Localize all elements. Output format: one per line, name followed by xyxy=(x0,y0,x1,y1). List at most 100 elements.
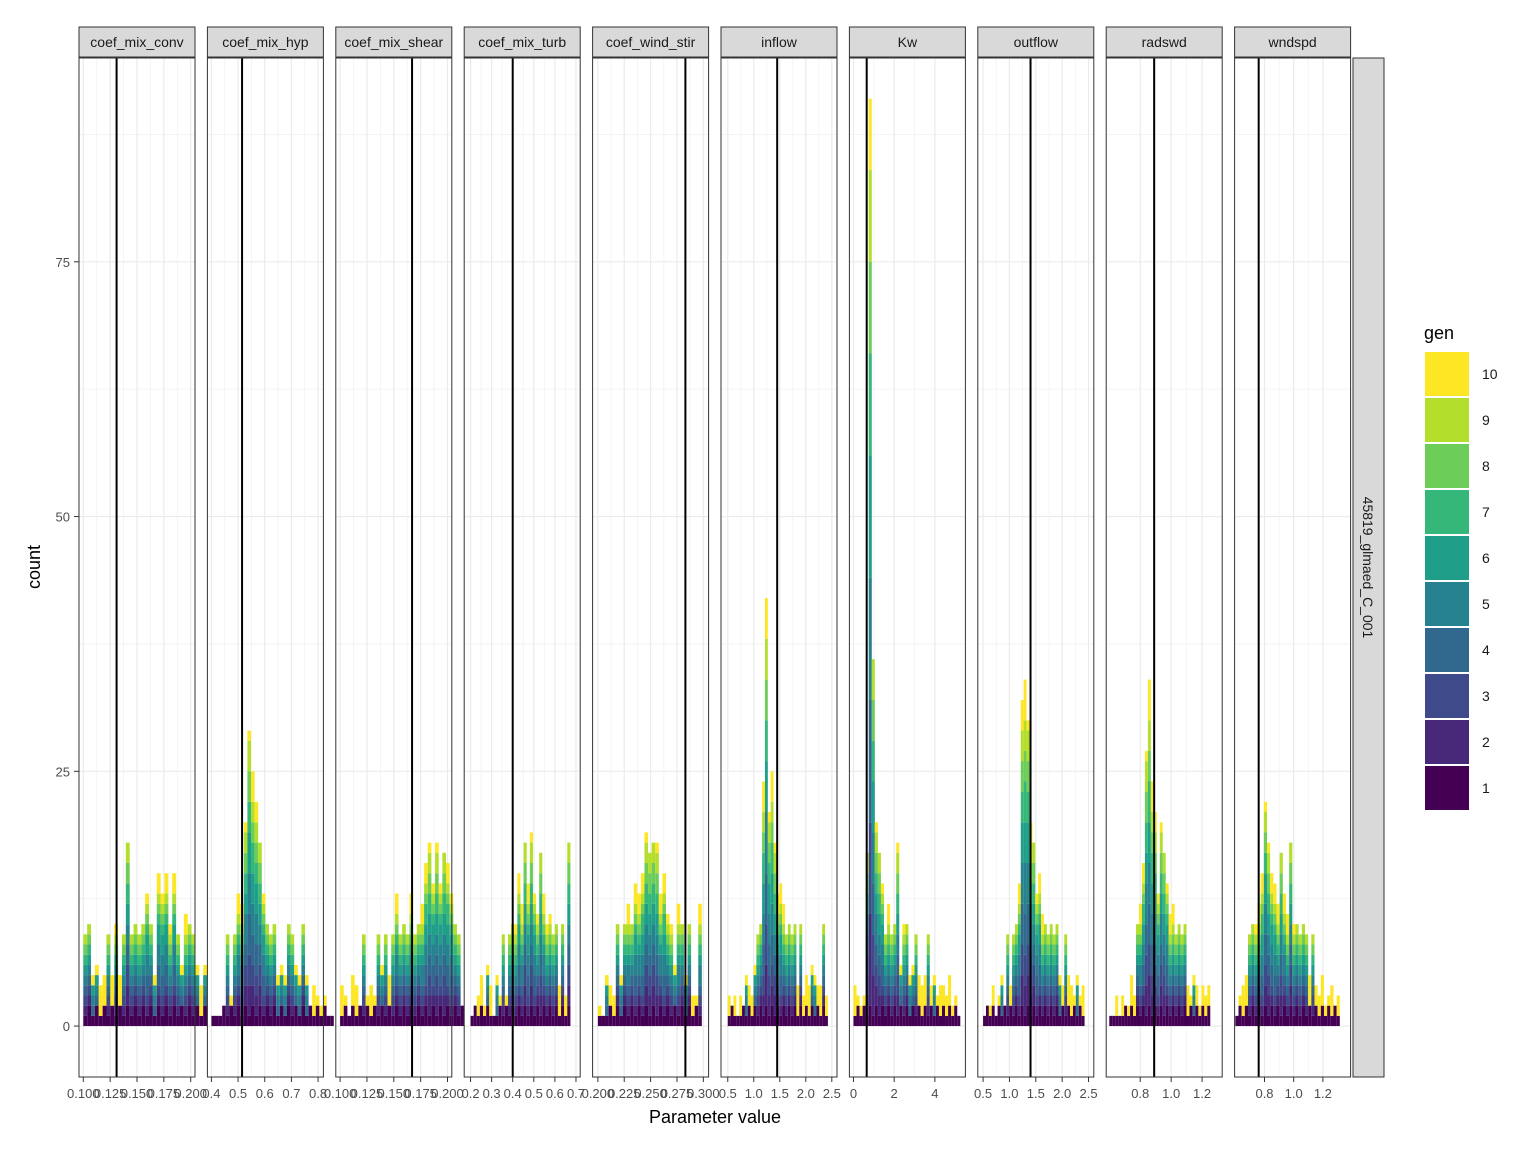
histogram-bar-gen-9 xyxy=(87,924,92,935)
histogram-bar-gen-2 xyxy=(446,995,450,1006)
histogram-bar-gen-6 xyxy=(523,903,527,925)
histogram-bar-gen-5 xyxy=(1020,863,1024,904)
histogram-bar-gen-3 xyxy=(676,995,681,1006)
histogram-bar-gen-10 xyxy=(932,975,936,986)
histogram-bar-gen-9 xyxy=(651,842,656,864)
histogram-bar-gen-3 xyxy=(187,985,192,996)
histogram-bar-gen-5 xyxy=(435,934,439,955)
histogram-bar-gen-3 xyxy=(868,822,872,914)
histogram-bar-gen-3 xyxy=(446,985,450,996)
histogram-bar-gen-1 xyxy=(405,1015,410,1027)
histogram-bar-gen-6 xyxy=(243,893,248,914)
histogram-bar-gen-2 xyxy=(1026,975,1030,1006)
histogram-bar-gen-2 xyxy=(1064,1005,1068,1016)
histogram-bar-gen-8 xyxy=(665,934,670,945)
histogram-bar-gen-3 xyxy=(539,975,543,996)
histogram-bar-gen-4 xyxy=(644,944,649,965)
histogram-bar-gen-2 xyxy=(551,1005,555,1016)
histogram-bar-gen-1 xyxy=(1061,1005,1065,1027)
histogram-bar-gen-7 xyxy=(773,893,777,914)
histogram-bar-gen-10 xyxy=(1292,924,1296,935)
histogram-bar-gen-7 xyxy=(1141,903,1145,925)
histogram-bar-gen-3 xyxy=(1168,995,1172,1006)
histogram-bar-gen-1 xyxy=(495,1015,499,1027)
histogram-bar-gen-6 xyxy=(633,934,638,955)
histogram-bar-gen-8 xyxy=(247,771,251,802)
histogram-bar-gen-8 xyxy=(1295,934,1299,945)
histogram-bar-gen-8 xyxy=(243,852,248,874)
histogram-bar-gen-9 xyxy=(1171,924,1175,935)
histogram-bar-gen-1 xyxy=(431,1005,436,1027)
histogram-bar-gen-6 xyxy=(1043,954,1047,965)
histogram-bar-gen-7 xyxy=(669,954,674,965)
histogram-bar-gen-9 xyxy=(1026,730,1030,762)
histogram-bar-gen-7 xyxy=(1254,954,1258,965)
histogram-bar-gen-6 xyxy=(301,954,305,965)
histogram-bar-gen-4 xyxy=(376,985,381,996)
histogram-bar-gen-6 xyxy=(265,954,269,965)
histogram-bar-gen-1 xyxy=(619,1015,623,1027)
histogram-bar-gen-9 xyxy=(561,924,565,935)
histogram-bar-gen-10 xyxy=(1241,985,1245,1016)
x-tick-label: 0.150 xyxy=(378,1086,411,1101)
histogram-bar-gen-10 xyxy=(691,995,695,1016)
histogram-bar-gen-3 xyxy=(442,975,446,996)
histogram-bar-gen-4 xyxy=(514,985,518,996)
histogram-bar-gen-10 xyxy=(902,924,906,935)
histogram-bar-gen-7 xyxy=(529,883,533,904)
histogram-bar-gen-3 xyxy=(687,985,692,996)
histogram-bar-gen-7 xyxy=(770,842,774,874)
histogram-bar-gen-3 xyxy=(1254,995,1258,1006)
histogram-bar-gen-1 xyxy=(365,1005,370,1027)
histogram-bar-gen-1 xyxy=(315,1005,320,1027)
histogram-bar-gen-1 xyxy=(294,1005,298,1027)
histogram-bar-gen-4 xyxy=(145,975,150,996)
histogram-bar-gen-9 xyxy=(868,170,872,262)
histogram-bar-gen-6 xyxy=(1156,934,1160,955)
histogram-bar-gen-10 xyxy=(1204,995,1208,1016)
histogram-bar-gen-1 xyxy=(1298,1015,1302,1027)
x-tick-label: 0.175 xyxy=(404,1086,437,1101)
histogram-bar-gen-2 xyxy=(431,995,436,1006)
histogram-bar-gen-1 xyxy=(655,1015,659,1027)
histogram-bar-gen-7 xyxy=(822,944,826,955)
histogram-bar-gen-4 xyxy=(1165,964,1169,986)
legend-label: 4 xyxy=(1482,642,1490,658)
histogram-bar-gen-3 xyxy=(767,975,771,996)
histogram-bar-gen-3 xyxy=(301,985,305,996)
x-tick-label: 2.0 xyxy=(1053,1086,1071,1101)
histogram-bar-gen-5 xyxy=(1301,964,1305,976)
histogram-bar-gen-6 xyxy=(648,913,652,935)
legend-key xyxy=(1425,444,1469,488)
histogram-bar-gen-2 xyxy=(1023,985,1027,1016)
histogram-bar-gen-2 xyxy=(1159,985,1163,1006)
histogram-bar-gen-7 xyxy=(651,883,656,904)
histogram-bar-gen-1 xyxy=(608,1005,613,1027)
histogram-bar-gen-9 xyxy=(799,924,803,935)
histogram-bar-gen-7 xyxy=(1282,934,1286,945)
histogram-bar-gen-1 xyxy=(94,1005,99,1027)
histogram-bar-gen-7 xyxy=(871,740,875,782)
histogram-bar-gen-1 xyxy=(1121,1015,1125,1027)
histogram-bar-gen-1 xyxy=(152,1015,157,1027)
histogram-bar-gen-8 xyxy=(1285,944,1290,955)
histogram-bar-gen-4 xyxy=(456,985,461,996)
histogram-bar-gen-1 xyxy=(236,1005,241,1027)
histogram-bar-gen-3 xyxy=(507,995,512,1006)
histogram-bar-gen-6 xyxy=(172,924,177,945)
histogram-bar-gen-1 xyxy=(1273,1015,1277,1027)
histogram-bar-gen-1 xyxy=(807,1015,811,1027)
histogram-bar-gen-6 xyxy=(539,913,543,935)
histogram-bar-gen-5 xyxy=(141,964,146,976)
histogram-bar-gen-5 xyxy=(880,944,884,965)
facet-strip xyxy=(335,26,453,58)
x-tick-label: 0 xyxy=(850,1086,857,1101)
histogram-bar-gen-4 xyxy=(380,995,384,1006)
histogram-bar-gen-1 xyxy=(816,1005,820,1027)
histogram-bar-gen-5 xyxy=(1192,995,1196,1006)
histogram-bar-gen-10 xyxy=(479,975,484,1006)
histogram-bar-gen-4 xyxy=(1000,1005,1004,1016)
histogram-bar-gen-6 xyxy=(106,964,111,976)
histogram-bar-gen-2 xyxy=(902,1005,906,1016)
histogram-bar-gen-5 xyxy=(83,975,88,986)
